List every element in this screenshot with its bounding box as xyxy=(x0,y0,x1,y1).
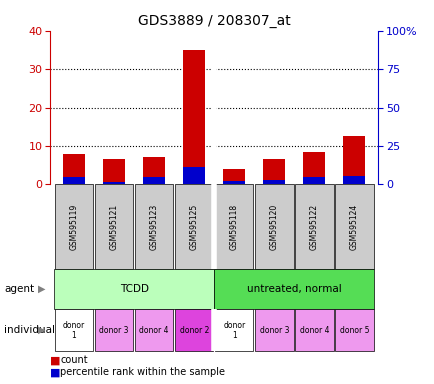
Bar xyxy=(135,309,173,351)
Text: donor 5: donor 5 xyxy=(339,326,368,335)
Text: donor
1: donor 1 xyxy=(223,321,245,340)
Bar xyxy=(183,167,205,184)
Text: GSM595118: GSM595118 xyxy=(229,204,238,250)
Text: GSM595123: GSM595123 xyxy=(149,204,158,250)
Bar xyxy=(214,309,253,351)
Bar xyxy=(342,176,365,184)
Text: agent: agent xyxy=(4,284,34,294)
Bar xyxy=(263,159,285,184)
Bar xyxy=(214,269,374,309)
Bar xyxy=(174,184,213,269)
Bar xyxy=(335,184,373,269)
Text: GSM595125: GSM595125 xyxy=(189,204,198,250)
Bar xyxy=(183,50,205,184)
Text: GSM595119: GSM595119 xyxy=(69,204,79,250)
Text: ▶: ▶ xyxy=(38,325,46,335)
Bar xyxy=(55,309,93,351)
Bar xyxy=(143,157,165,184)
Text: ▶: ▶ xyxy=(38,284,46,294)
Bar xyxy=(335,309,373,351)
Bar xyxy=(103,182,125,184)
Bar xyxy=(223,181,245,184)
Bar xyxy=(95,184,133,269)
Bar xyxy=(294,309,333,351)
Text: ■: ■ xyxy=(50,367,60,377)
Text: GSM595120: GSM595120 xyxy=(269,204,278,250)
Bar xyxy=(254,309,293,351)
Bar xyxy=(55,184,93,269)
Text: donor
1: donor 1 xyxy=(63,321,85,340)
Text: individual: individual xyxy=(4,325,55,335)
Text: ■: ■ xyxy=(50,355,60,365)
Text: count: count xyxy=(60,355,88,365)
Text: untreated, normal: untreated, normal xyxy=(247,284,341,294)
Bar xyxy=(214,184,253,269)
Text: GSM595122: GSM595122 xyxy=(309,204,318,250)
Bar xyxy=(63,177,85,184)
Text: donor 4: donor 4 xyxy=(139,326,168,335)
Bar xyxy=(54,269,214,309)
Bar xyxy=(302,177,325,184)
Bar xyxy=(302,152,325,184)
Bar xyxy=(263,180,285,184)
Text: donor 4: donor 4 xyxy=(299,326,329,335)
Text: percentile rank within the sample: percentile rank within the sample xyxy=(60,367,224,377)
Bar xyxy=(103,159,125,184)
Bar xyxy=(294,184,333,269)
Text: donor 2: donor 2 xyxy=(179,326,208,335)
Title: GDS3889 / 208307_at: GDS3889 / 208307_at xyxy=(138,14,290,28)
Bar xyxy=(223,169,245,184)
Bar xyxy=(95,309,133,351)
Text: GSM595121: GSM595121 xyxy=(109,204,118,250)
Text: donor 3: donor 3 xyxy=(259,326,289,335)
Text: GSM595124: GSM595124 xyxy=(349,204,358,250)
Bar xyxy=(63,154,85,184)
Bar xyxy=(174,309,213,351)
Bar xyxy=(342,136,365,184)
Text: donor 3: donor 3 xyxy=(99,326,128,335)
Text: TCDD: TCDD xyxy=(119,284,148,294)
Bar xyxy=(135,184,173,269)
Bar xyxy=(143,177,165,184)
Bar xyxy=(254,184,293,269)
